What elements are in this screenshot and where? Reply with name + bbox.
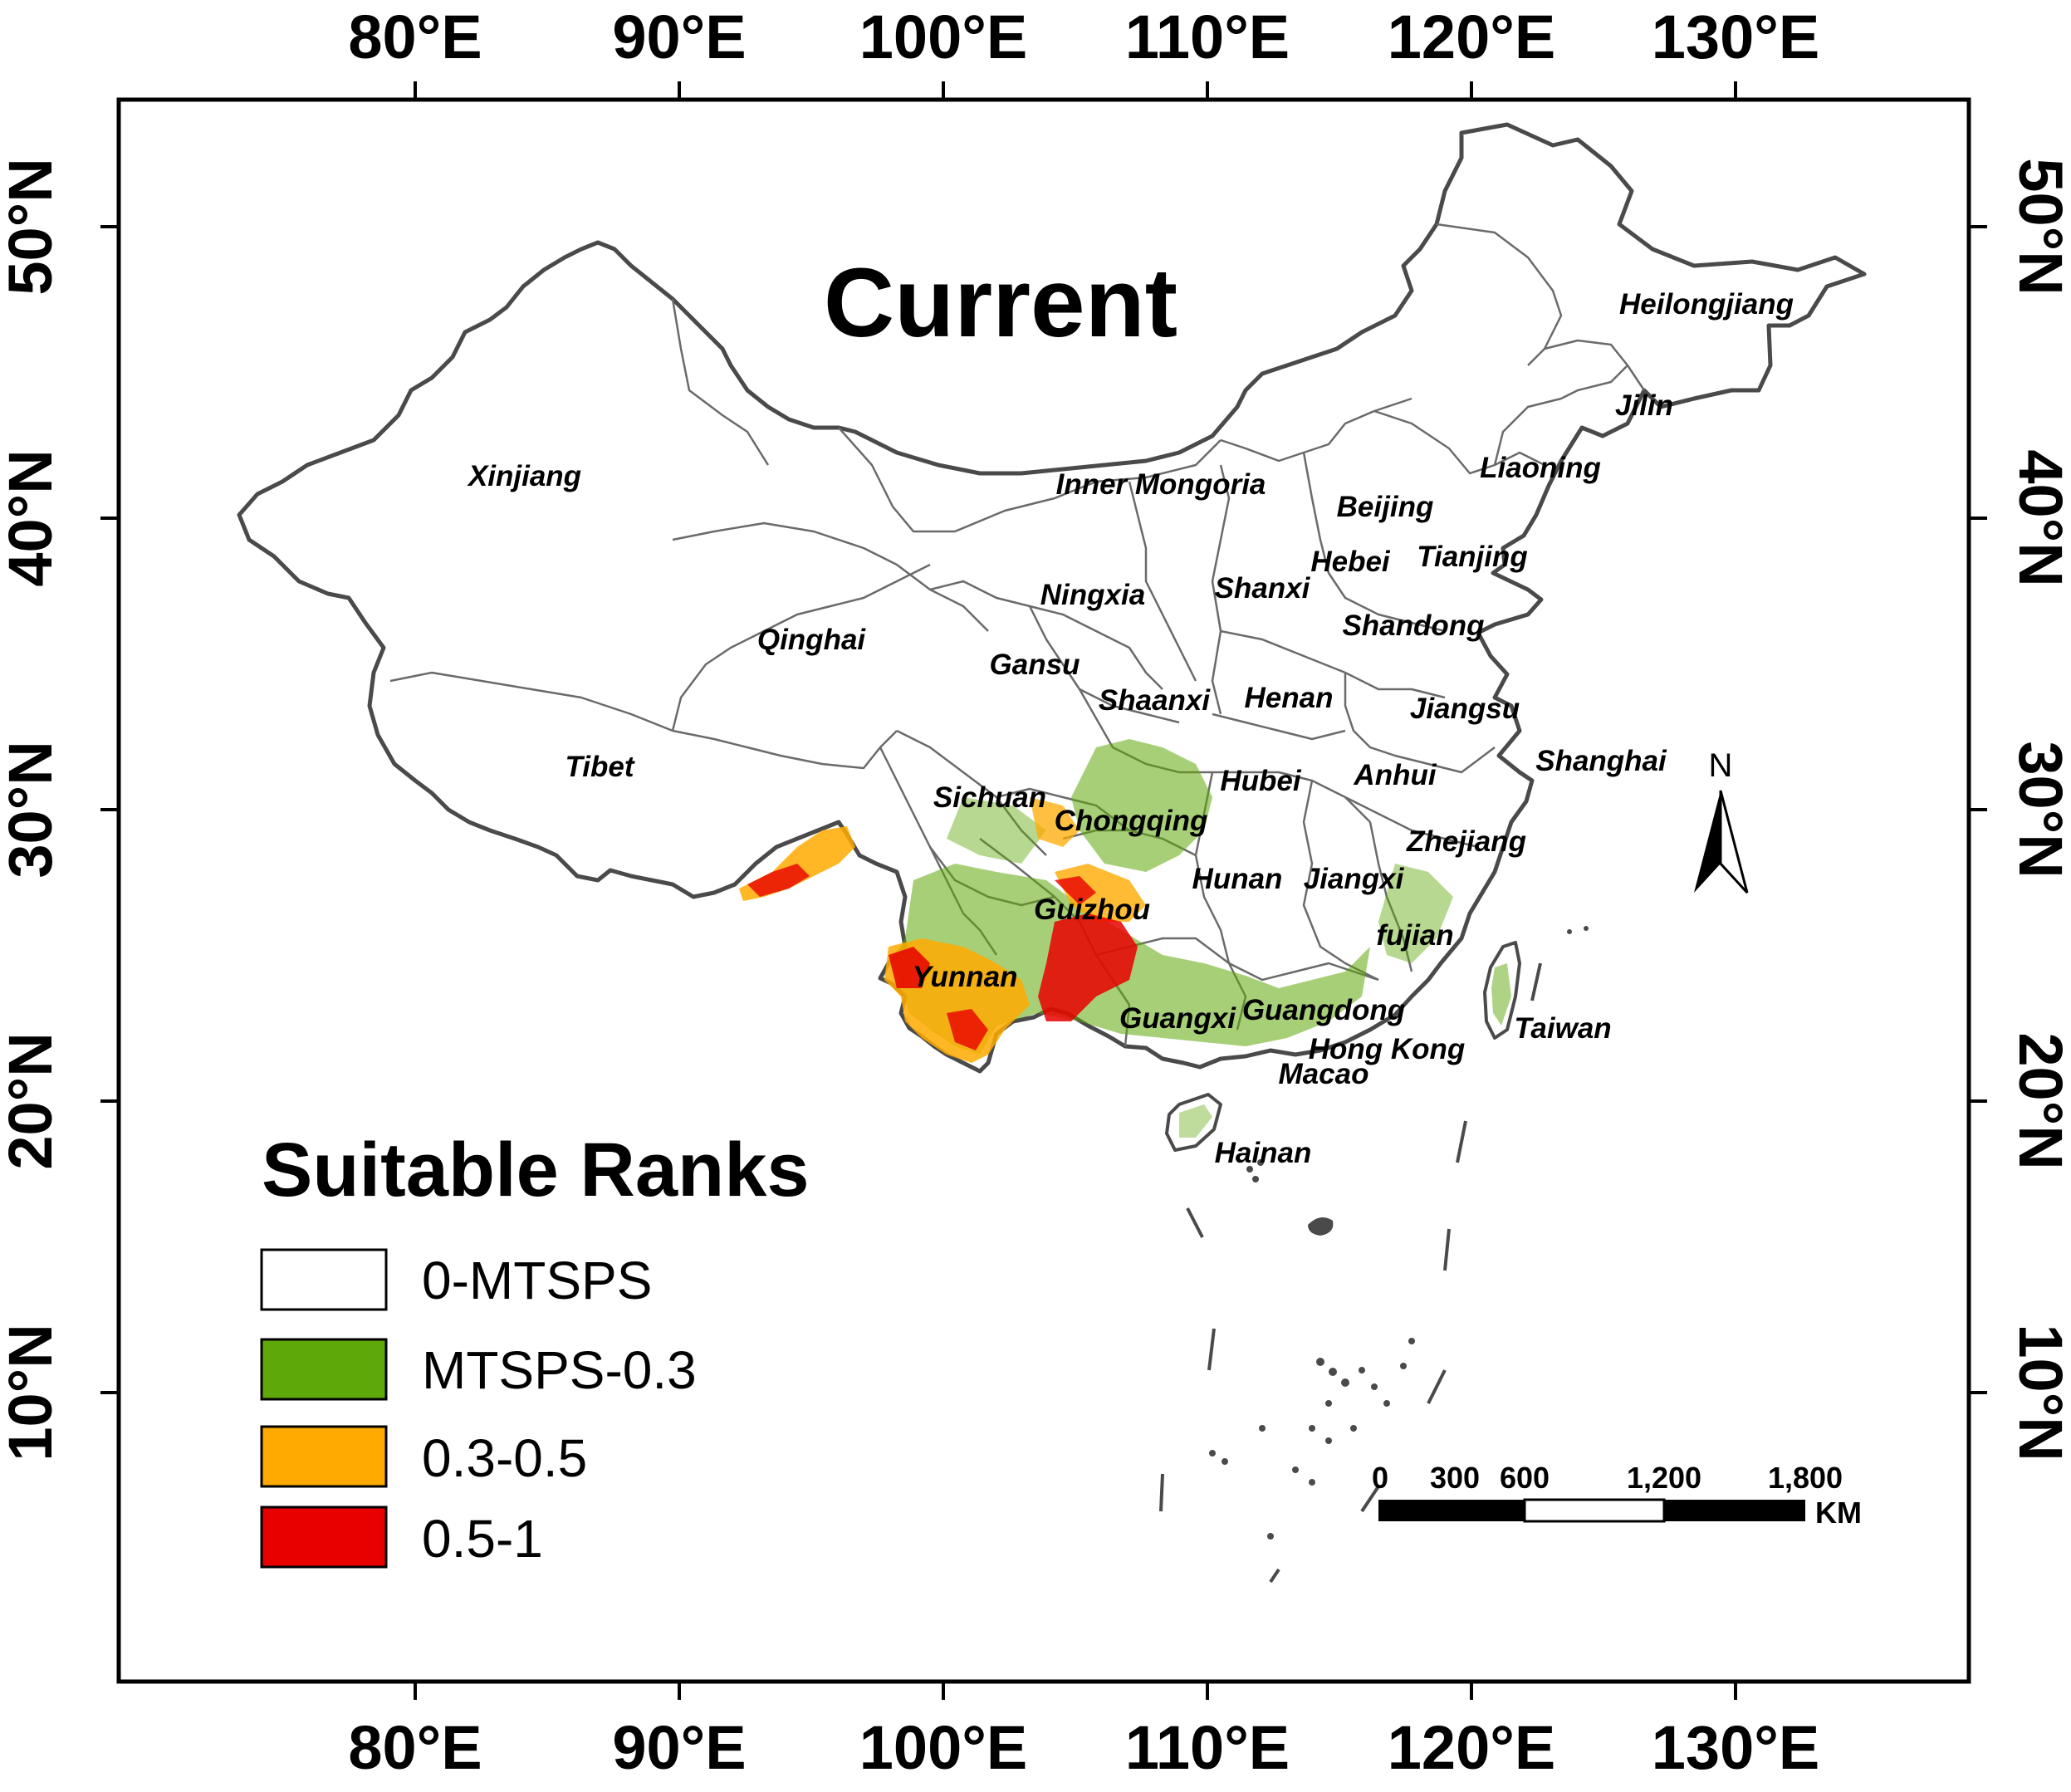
province-label: Henan — [1245, 682, 1334, 714]
lat-label-left: 30°N — [0, 741, 65, 878]
lon-label-bottom: 100°E — [859, 1713, 1027, 1782]
province-label: Yunnan — [912, 961, 1017, 993]
lon-label-top: 100°E — [859, 2, 1027, 71]
lat-label-left: 10°N — [0, 1324, 65, 1461]
hainan-outline — [1165, 1093, 1222, 1152]
legend-item-label: MTSPS-0.3 — [422, 1340, 697, 1400]
scale-tick-label: 300 — [1430, 1461, 1480, 1495]
country-outline — [237, 122, 1867, 1074]
province-label: Xinjiang — [467, 460, 581, 492]
lat-label-left: 40°N — [0, 449, 65, 586]
legend-item-label: 0.5-1 — [422, 1509, 543, 1569]
lon-label-bottom: 120°E — [1388, 1713, 1555, 1782]
scale-tick-label: 0 — [1372, 1461, 1388, 1495]
province-label: Shanxi — [1215, 572, 1311, 605]
lat-label-right: 20°N — [2006, 1032, 2071, 1169]
lon-label-top: 130°E — [1652, 2, 1819, 71]
legend-swatch-1 — [260, 1338, 388, 1401]
province-label: Qinghai — [757, 624, 867, 656]
lon-label-bottom: 80°E — [348, 1713, 482, 1782]
lon-label-bottom: 90°E — [612, 1713, 746, 1782]
province-label: Zhejiang — [1406, 825, 1526, 858]
lat-label-right: 10°N — [2006, 1324, 2071, 1461]
lat-label-right: 50°N — [2006, 158, 2071, 295]
legend-item-label: 0-MTSPS — [422, 1251, 652, 1310]
province-label: Hebei — [1310, 546, 1391, 578]
lon-label-top: 110°E — [1125, 2, 1290, 71]
lat-label-right: 40°N — [2006, 449, 2071, 586]
suitability-layer — [739, 739, 1511, 1138]
province-label: Hubei — [1220, 765, 1302, 797]
north-arrow: N — [1694, 747, 1749, 894]
scale-tick-label: 600 — [1500, 1461, 1550, 1495]
province-label: Ningxia — [1040, 579, 1145, 611]
south-china-sea-dash-line — [1159, 962, 1542, 1584]
map-title: Current — [824, 248, 1177, 358]
legend-swatch-2 — [260, 1425, 388, 1488]
legend-item-label: 0.3-0.5 — [422, 1428, 587, 1488]
lon-label-top: 120°E — [1388, 2, 1555, 71]
map-frame — [116, 97, 1971, 1684]
province-label: Beijing — [1337, 491, 1434, 523]
province-label: Sichuan — [933, 781, 1046, 814]
province-label: Hainan — [1215, 1137, 1312, 1169]
scale-bar: 0 300 600 1,200 1,800 KM — [1372, 1461, 1862, 1530]
lon-label-bottom: 110°E — [1125, 1713, 1290, 1782]
scale-unit-label: KM — [1815, 1496, 1862, 1530]
lon-label-top: 80°E — [348, 2, 482, 71]
north-arrow-label: N — [1709, 747, 1733, 784]
legend-swatch-3 — [260, 1506, 388, 1569]
province-label: Shaanxi — [1099, 684, 1211, 717]
province-label: Tianjing — [1417, 541, 1528, 573]
province-label: Tibet — [565, 751, 635, 783]
legend-title: Suitable Ranks — [262, 1128, 810, 1212]
province-label: Anhui — [1353, 759, 1437, 791]
province-label: Shandong — [1342, 610, 1484, 642]
province-label: Guangxi — [1119, 1002, 1236, 1035]
lon-label-bottom: 130°E — [1652, 1713, 1819, 1782]
scale-tick-label: 1,800 — [1768, 1461, 1843, 1495]
lat-label-left: 50°N — [0, 158, 65, 295]
province-label: Hunan — [1192, 863, 1283, 895]
province-label: Chongqing — [1055, 805, 1208, 837]
province-label: Inner Mongoria — [1056, 468, 1266, 501]
sea-islands — [1209, 926, 1589, 1540]
province-label: Guangdong — [1242, 994, 1405, 1026]
province-label: Shanghai — [1535, 745, 1667, 777]
province-label: Jiangsu — [1410, 693, 1520, 725]
lat-label-right: 30°N — [2006, 741, 2071, 878]
province-label: Guizhou — [1034, 894, 1150, 926]
lon-label-top: 90°E — [612, 2, 746, 71]
province-label: Jilin — [1615, 389, 1673, 422]
legend: Suitable Ranks 0-MTSPS MTSPS-0.3 0.3-0.5… — [260, 1128, 810, 1569]
province-label: Hong Kong — [1309, 1033, 1466, 1065]
province-label: Heilongjiang — [1619, 288, 1794, 321]
province-label: Macao — [1279, 1058, 1369, 1090]
province-label: Jiangxi — [1304, 863, 1405, 895]
frame-ticks — [100, 81, 1987, 1700]
lat-label-left: 20°N — [0, 1032, 65, 1169]
province-label: Taiwan — [1514, 1012, 1611, 1045]
province-label: Gansu — [990, 649, 1080, 681]
legend-swatch-0 — [260, 1248, 388, 1311]
scale-tick-label: 1,200 — [1627, 1461, 1701, 1495]
province-label: Liaoning — [1480, 452, 1601, 484]
province-label: fujian — [1376, 919, 1453, 952]
